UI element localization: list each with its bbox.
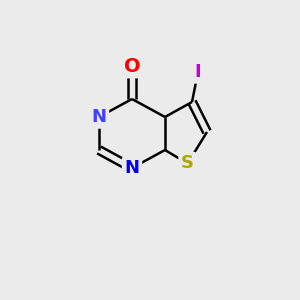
Text: O: O: [124, 56, 140, 76]
Text: S: S: [181, 154, 194, 172]
Text: I: I: [195, 63, 201, 81]
Text: N: N: [92, 108, 106, 126]
Text: N: N: [124, 159, 140, 177]
